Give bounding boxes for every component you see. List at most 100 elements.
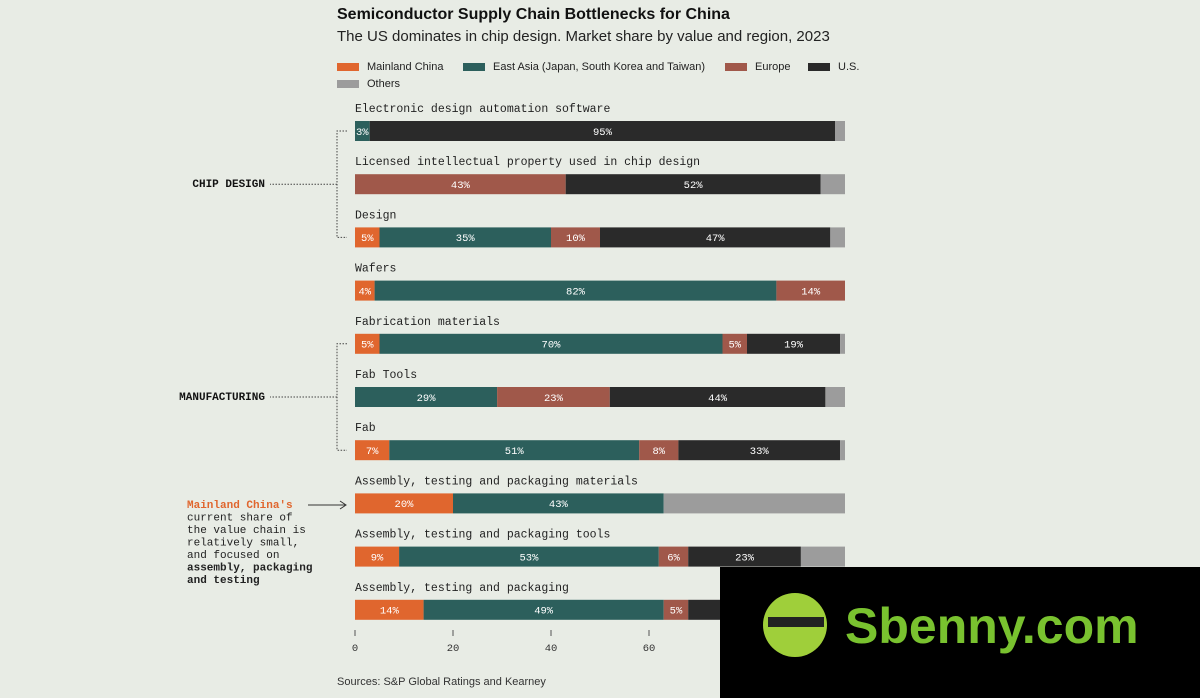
legend-swatch — [337, 80, 359, 88]
legend-swatch — [337, 63, 359, 71]
bar-segment — [776, 280, 845, 301]
value-label: 44% — [708, 393, 728, 405]
value-label: 49% — [534, 606, 554, 618]
bar-segment — [379, 227, 551, 248]
category-label: Assembly, testing and packaging — [355, 582, 569, 595]
x-tick-label: 60 — [643, 643, 656, 655]
group-bracket — [270, 343, 347, 451]
category-label: Wafers — [355, 263, 396, 276]
annotation-line: the value chain is — [187, 525, 306, 537]
annotation-arrow — [308, 500, 347, 510]
bar-segment — [369, 121, 836, 141]
bar-segment — [639, 440, 679, 461]
bar-segment — [565, 174, 821, 195]
bar-segment — [747, 333, 841, 354]
value-label: 20% — [395, 499, 415, 511]
legend-swatch — [808, 63, 830, 71]
bar-segment — [663, 493, 845, 514]
group-label: MANUFACTURING — [179, 392, 265, 404]
value-label: 23% — [544, 393, 564, 405]
category-label: Fab Tools — [355, 369, 417, 382]
value-label: 14% — [380, 606, 400, 618]
value-label: 3% — [356, 127, 369, 139]
bar-segment — [453, 493, 664, 514]
legend-swatch — [725, 63, 747, 71]
bar-segment — [355, 387, 498, 407]
source: Sources: S&P Global Ratings and Kearney — [337, 676, 546, 688]
bar-segment — [355, 599, 424, 620]
value-label: 23% — [735, 552, 755, 564]
bar-segment — [551, 227, 600, 248]
value-label: 82% — [566, 286, 586, 298]
legend-label: Others — [367, 78, 401, 90]
value-label: 53% — [519, 552, 539, 564]
bar-segment — [389, 440, 640, 461]
annotation-line: current share of — [187, 512, 293, 524]
value-label: 5% — [361, 340, 374, 352]
bar-segment — [800, 546, 845, 567]
value-label: 4% — [358, 286, 371, 298]
value-label: 6% — [667, 552, 680, 564]
watermark-icon-band — [768, 617, 824, 627]
value-label: 5% — [728, 340, 741, 352]
bar-segment — [678, 440, 841, 461]
bar-segment — [355, 227, 380, 248]
group-label: CHIP DESIGN — [192, 179, 265, 191]
value-label: 33% — [750, 446, 770, 458]
chart-title: Semiconductor Supply Chain Bottlenecks f… — [337, 6, 730, 23]
value-label: 9% — [371, 552, 384, 564]
category-label: Electronic design automation software — [355, 103, 610, 116]
bar-segment — [423, 599, 664, 620]
bar-segment — [379, 333, 723, 354]
category-label: Assembly, testing and packaging tools — [355, 529, 610, 542]
annotation-line: relatively small, — [187, 537, 299, 549]
bar-segment — [497, 387, 610, 407]
bar-segment — [355, 546, 400, 567]
group-bracket — [270, 130, 347, 238]
bar-segment — [355, 440, 390, 461]
bar-segment — [399, 546, 659, 567]
category-label: Assembly, testing and packaging material… — [355, 475, 638, 488]
bar-segment — [825, 387, 845, 407]
value-label: 35% — [456, 233, 476, 245]
x-tick-label: 20 — [447, 643, 460, 655]
value-label: 14% — [801, 286, 821, 298]
chart-subtitle: The US dominates in chip design. Market … — [337, 28, 830, 45]
legend-label: Europe — [755, 61, 790, 73]
value-label: 7% — [366, 446, 379, 458]
category-label: Fabrication materials — [355, 316, 500, 329]
bar-segment — [820, 174, 845, 195]
annotation-line: assembly, packaging — [187, 562, 312, 574]
x-tick-label: 0 — [352, 643, 358, 655]
value-label: 52% — [684, 180, 704, 192]
legend-label: U.S. — [838, 61, 859, 73]
annotation-line: and focused on — [187, 550, 279, 562]
bar-segment — [355, 333, 380, 354]
bar-segment — [609, 387, 826, 407]
category-label: Fab — [355, 422, 376, 435]
value-label: 19% — [784, 340, 804, 352]
bar-segment — [355, 174, 566, 195]
bar-segment — [658, 546, 689, 567]
value-label: 51% — [505, 446, 525, 458]
bar-segment — [663, 599, 689, 620]
bar-segment — [355, 121, 370, 141]
category-label: Licensed intellectual property used in c… — [355, 156, 700, 169]
value-label: 5% — [361, 233, 374, 245]
value-label: 43% — [451, 180, 471, 192]
legend-label: East Asia (Japan, South Korea and Taiwan… — [493, 61, 705, 73]
value-label: 70% — [542, 340, 562, 352]
legend-label: Mainland China — [367, 61, 444, 73]
bar-segment — [722, 333, 747, 354]
bar-segment — [840, 333, 845, 354]
watermark-text: Sbenny.com — [845, 598, 1139, 654]
value-label: 8% — [652, 446, 665, 458]
legend-swatch — [463, 63, 485, 71]
bar-segment — [840, 440, 845, 461]
bar-segment — [355, 493, 453, 514]
value-label: 5% — [670, 606, 683, 618]
value-label: 43% — [549, 499, 569, 511]
value-label: 29% — [417, 393, 437, 405]
